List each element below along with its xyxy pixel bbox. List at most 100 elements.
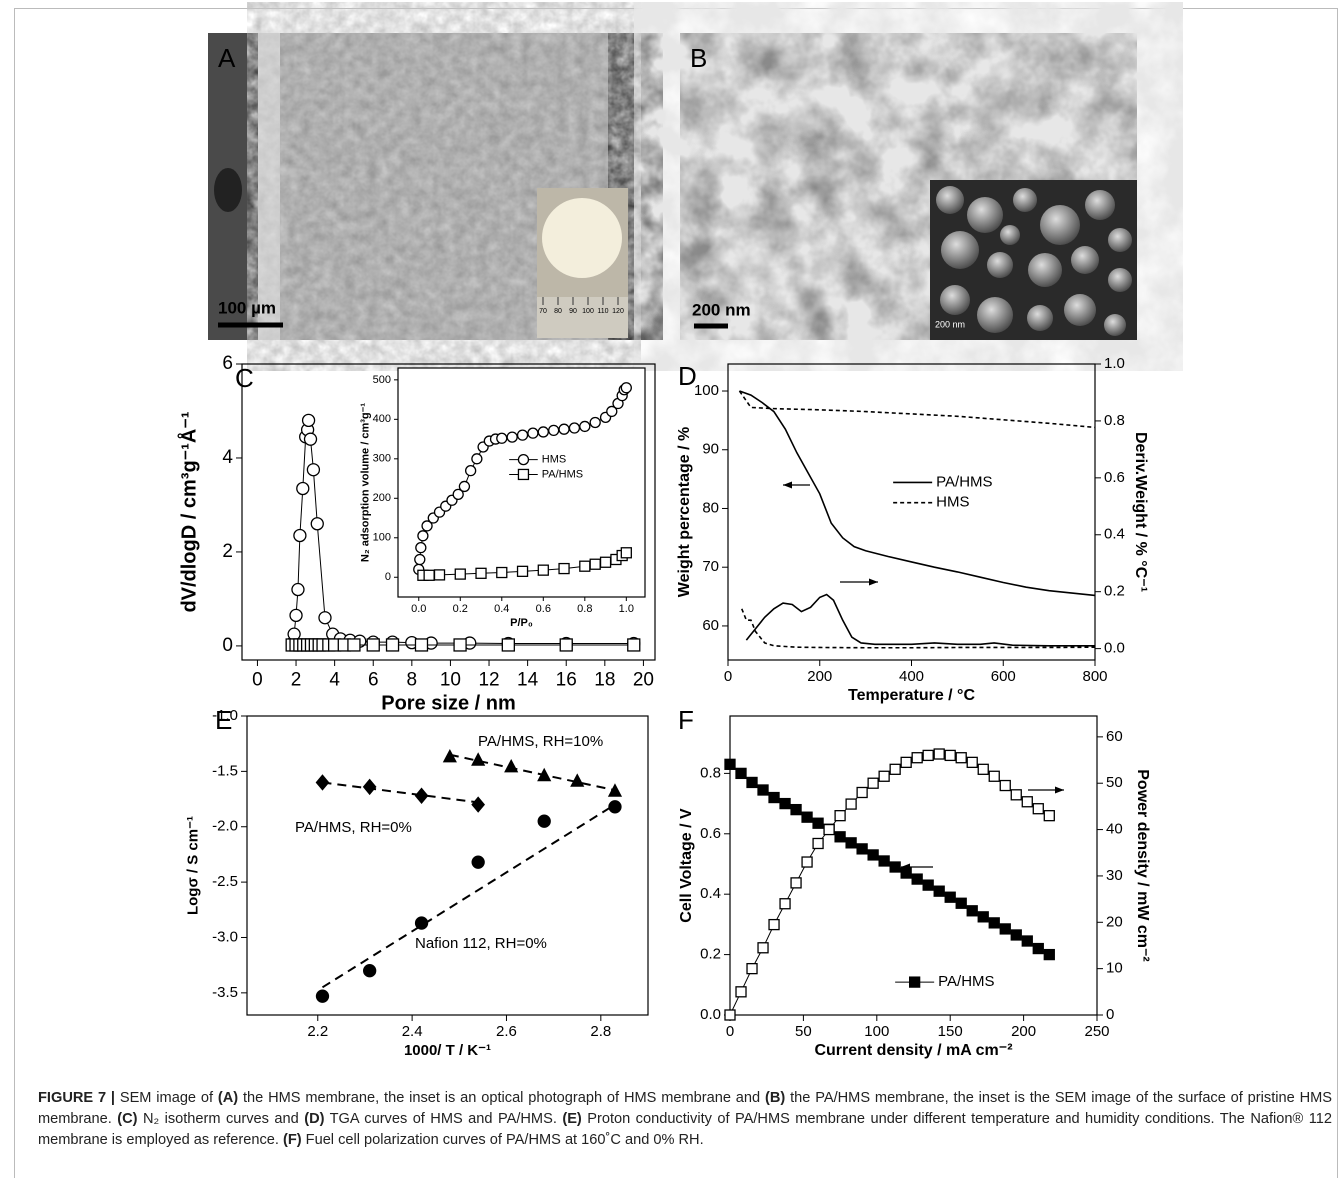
marker: [452, 488, 464, 500]
y-tick-label: -1.5: [212, 762, 238, 779]
y2-tick-label: 30: [1106, 867, 1123, 884]
marker: [746, 776, 758, 789]
particle: [1085, 190, 1115, 220]
marker: [790, 877, 802, 889]
x-tick-label: 250: [1084, 1023, 1109, 1040]
ruler-label: 110: [597, 308, 608, 315]
x-tick-label: 1.0: [619, 603, 634, 615]
marker: [944, 749, 956, 762]
marker: [801, 856, 813, 868]
y2-axis-label: Deriv.Weight / % °C⁻¹: [1132, 432, 1149, 592]
x-tick-label: 600: [991, 668, 1016, 685]
marker: [790, 803, 802, 816]
marker: [417, 530, 429, 542]
marker: [570, 773, 585, 787]
marker: [779, 797, 791, 810]
sem-image-a: A 100 µm: [208, 33, 663, 340]
y-tick-label: 100: [373, 532, 391, 544]
ruler-label: 80: [554, 308, 562, 315]
marker: [501, 638, 515, 652]
marker: [746, 962, 758, 975]
particle: [1071, 246, 1099, 274]
y2-tick-label: 50: [1106, 774, 1123, 791]
particle: [1027, 305, 1053, 331]
fit-line: [322, 781, 479, 804]
marker: [414, 638, 429, 652]
marker: [506, 431, 518, 443]
arrow-head: [869, 578, 878, 586]
scale-bar-label: 200 nm: [692, 300, 751, 319]
marker: [911, 752, 923, 764]
x-axis-label: P/P₀: [510, 617, 533, 629]
arrow-head: [901, 863, 910, 871]
ruler-label: 70: [539, 308, 547, 315]
y2-tick-label: 0: [1106, 1006, 1114, 1023]
marker: [589, 558, 601, 570]
x-tick-label: 0.2: [453, 603, 468, 615]
marker: [779, 898, 791, 910]
x-tick-label: 0: [252, 669, 263, 690]
x-axis-label: 1000/ T / K⁻¹: [404, 1042, 491, 1059]
marker: [310, 517, 324, 531]
y-tick-label: 200: [373, 492, 391, 504]
caption-segment: (E): [562, 1111, 582, 1127]
series-line: [741, 608, 1096, 649]
marker: [966, 756, 978, 769]
caption-segment: N₂ isotherm curves and: [137, 1111, 305, 1127]
x-tick-label: 0.4: [494, 603, 509, 615]
particle: [967, 197, 1003, 233]
y-tick-label: 6: [222, 353, 233, 374]
marker: [558, 562, 570, 575]
marker: [735, 767, 747, 780]
marker: [999, 779, 1011, 792]
x-axis-label: Temperature / °C: [848, 687, 975, 704]
marker: [537, 564, 549, 576]
x-tick-label: 8: [407, 669, 418, 690]
marker: [579, 560, 591, 572]
particle: [1028, 253, 1062, 287]
caption-segment: (C): [117, 1111, 138, 1127]
marker: [608, 800, 622, 814]
marker: [517, 468, 530, 481]
x-tick-label: 2.4: [402, 1023, 423, 1040]
fit-line: [321, 803, 616, 989]
series-annotation: PA/HMS, RH=10%: [478, 733, 603, 750]
ruler: [537, 297, 628, 338]
particle: [936, 186, 964, 214]
x-tick-label: 2: [291, 669, 302, 690]
x-tick-label: 6: [368, 669, 379, 690]
particle: [1000, 225, 1020, 245]
marker: [454, 568, 466, 580]
marker: [856, 843, 868, 855]
marker: [471, 453, 483, 465]
y-tick-label: 4: [222, 447, 233, 468]
marker: [289, 608, 303, 623]
marker: [442, 748, 457, 763]
marker: [1032, 942, 1044, 955]
marker: [385, 638, 400, 652]
marker: [977, 763, 989, 775]
y-tick-label: -1.0: [212, 707, 238, 724]
particle: [1040, 205, 1080, 245]
x-tick-label: 800: [1082, 668, 1107, 685]
y-tick-label: 2: [222, 541, 233, 562]
y-tick-label: -3.0: [212, 928, 238, 945]
y-tick-label: 400: [373, 413, 391, 425]
y-tick-label: -2.0: [212, 818, 238, 835]
marker: [1010, 789, 1022, 801]
x-tick-label: 2.8: [590, 1023, 611, 1040]
marker: [944, 891, 956, 903]
x-tick-label: 2.2: [307, 1023, 328, 1040]
marker: [768, 791, 780, 804]
marker: [471, 752, 486, 766]
marker: [1043, 948, 1055, 961]
marker: [900, 756, 912, 769]
series-line: [738, 390, 1096, 429]
marker: [977, 911, 989, 923]
y-tick-label: 60: [702, 617, 719, 634]
marker: [347, 638, 361, 652]
marker: [988, 770, 1000, 782]
series-line: [745, 593, 1095, 647]
x-tick-label: 20: [633, 669, 654, 690]
